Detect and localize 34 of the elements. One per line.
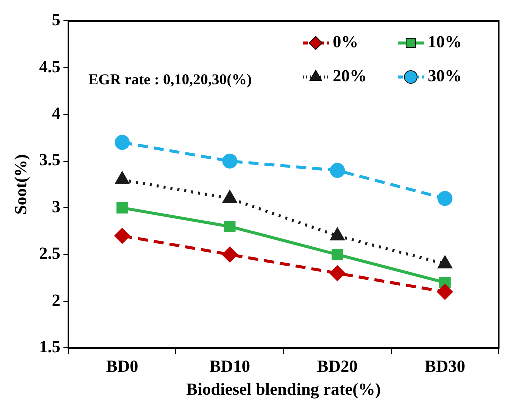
x-axis-title: Biodiesel blending rate(%) [186,380,382,400]
y-tick-label: 2.5 [39,244,61,264]
legend-label: 20% [333,66,367,86]
annotation: EGR rate : 0,10,20,30(%) [88,72,252,89]
point [116,172,130,185]
point [330,266,346,281]
legend-label: 0% [333,32,358,52]
point [438,256,452,269]
point [438,191,453,206]
point [330,163,346,178]
point [330,228,344,241]
y-tick-label: 2 [52,290,61,310]
point [332,249,344,261]
point [223,191,237,204]
y-tick-label: 4.5 [39,57,61,76]
y-axis-title: Soot(%) [12,154,31,215]
legend-label: 30% [428,66,462,86]
x-tick-label: BD20 [317,356,358,376]
point [222,247,238,262]
point [222,154,238,169]
point [114,135,130,150]
y-tick-label: 3.5 [39,150,61,170]
x-tick-label: BD0 [106,356,139,376]
y-tick-label: 1.5 [39,338,61,357]
point [438,284,453,300]
x-tick-label: BD10 [210,356,250,376]
point [224,221,236,232]
y-tick-label: 3 [52,197,61,216]
y-tick-label: 4 [52,104,62,124]
legend-label: 10% [428,32,462,52]
point [116,202,128,214]
x-tick-label: BD30 [424,356,466,376]
y-tick-label: 5 [52,10,61,30]
point [114,228,130,244]
